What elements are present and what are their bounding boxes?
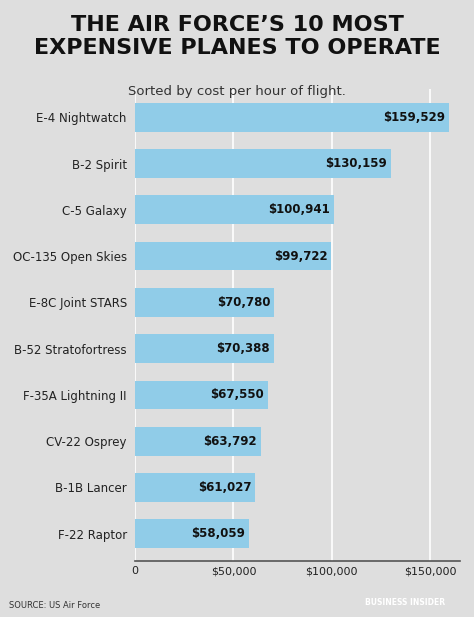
Text: THE AIR FORCE’S 10 MOST
EXPENSIVE PLANES TO OPERATE: THE AIR FORCE’S 10 MOST EXPENSIVE PLANES… — [34, 15, 440, 58]
Text: $63,792: $63,792 — [203, 434, 257, 448]
Bar — [135, 427, 261, 455]
Bar — [135, 242, 331, 270]
Text: $58,059: $58,059 — [191, 527, 246, 540]
Bar — [135, 149, 391, 178]
Text: $159,529: $159,529 — [383, 110, 445, 124]
Text: SOURCE: US Air Force: SOURCE: US Air Force — [9, 600, 101, 610]
Text: $70,780: $70,780 — [217, 296, 271, 309]
Text: $99,722: $99,722 — [274, 249, 328, 263]
Text: $130,159: $130,159 — [326, 157, 387, 170]
Bar — [135, 196, 334, 224]
Text: $100,941: $100,941 — [268, 203, 330, 217]
Bar — [135, 473, 255, 502]
Text: Sorted by cost per hour of flight.: Sorted by cost per hour of flight. — [128, 85, 346, 98]
Text: $70,388: $70,388 — [216, 342, 270, 355]
Bar — [135, 103, 449, 131]
Text: $67,550: $67,550 — [210, 388, 264, 402]
Bar — [135, 520, 249, 548]
Bar — [135, 381, 268, 409]
Text: BUSINESS INSIDER: BUSINESS INSIDER — [365, 598, 446, 607]
Bar — [135, 334, 273, 363]
Text: $61,027: $61,027 — [198, 481, 251, 494]
Bar — [135, 288, 274, 317]
